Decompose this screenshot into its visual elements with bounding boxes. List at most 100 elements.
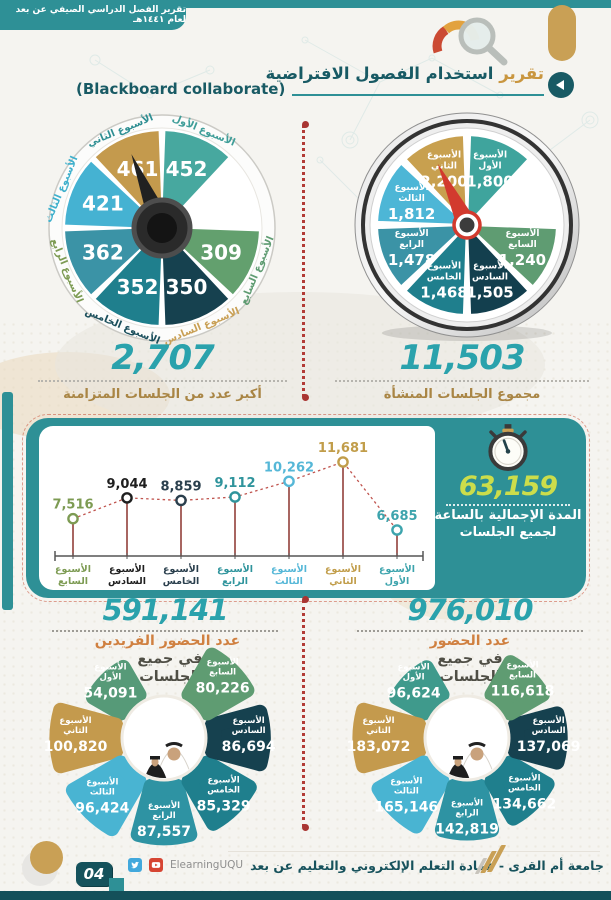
fan-label-week-2: الأسبوع — [362, 715, 394, 726]
bottom-bar — [0, 891, 611, 900]
lollipop-chart-hours: 7,516الأسبوعالسابع9,044الأسبوعالسادس8,85… — [52, 441, 424, 587]
x-label-2: الرابع — [222, 576, 248, 587]
fan-petal-week-2 — [49, 702, 124, 774]
x-label: الأسبوع — [163, 563, 199, 575]
gauge-label2-week-6: السادس — [472, 272, 508, 282]
value-label: 9,112 — [214, 476, 255, 491]
stat-concurrent-value: 2,707 — [111, 338, 215, 378]
gauge-label2-week-2: الثاني — [431, 162, 457, 172]
fan-center-circle — [120, 694, 208, 782]
fan-center-circle — [423, 694, 511, 782]
value-label: 10,262 — [264, 460, 314, 475]
x-label: الأسبوع — [379, 563, 415, 575]
gauge-label-week-1: الأسبوع — [473, 149, 507, 161]
fan-value-week-5: 85,329 — [197, 799, 251, 815]
stat-divider — [37, 379, 288, 382]
fan-petal-week-6 — [507, 706, 568, 770]
twitter-icon[interactable] — [128, 858, 142, 872]
wheel-value-week-5: 352 — [117, 275, 159, 299]
social-handle[interactable]: ElearningUQU — [170, 859, 244, 871]
fan-value-week-3: 165,146 — [374, 800, 438, 816]
fan-petal-week-7 — [484, 655, 550, 721]
gauge-label-week-7: الأسبوع — [505, 227, 539, 239]
hours-panel: 7,516 الأسبوع السابع 9,044 الأسبوع السادس 8,85… — [26, 418, 586, 598]
fan-label2-week-3: الثالث — [394, 787, 419, 797]
dotted-connector-top — [301, 121, 309, 401]
left-arrow-icon — [556, 80, 564, 90]
fan-value-week-6: 137,069 — [517, 739, 581, 755]
x-label-2: الثالث — [275, 576, 303, 587]
wheel-wedge-week-4 — [65, 229, 141, 295]
fan-value-week-5: 134,662 — [493, 796, 557, 812]
fan-petal-week-4 — [434, 778, 500, 841]
marker-week — [229, 491, 241, 503]
gauge-hub-center — [459, 217, 475, 233]
gauge-value-week-7: 1,240 — [499, 251, 546, 269]
fan-label-week-3: الأسبوع — [86, 777, 118, 788]
fan-chart-unique-attendance: الأسبوعالأول54,091الأسبوعالثاني100,820ال… — [44, 647, 276, 846]
female-face — [151, 757, 159, 767]
fan-label2-week-7: السابع — [509, 671, 536, 681]
gauge-label2-week-5: الخامس — [427, 272, 462, 282]
total-hours-value: 63,159 — [458, 471, 558, 502]
youtube-icon[interactable] — [149, 858, 163, 872]
fan-label-week-2: الأسبوع — [59, 715, 91, 726]
gauge-label2-week-1: الأول — [478, 160, 501, 172]
marker-week — [283, 475, 295, 488]
fan-label-week-6: الأسبوع — [532, 715, 564, 726]
value-label: 8,859 — [160, 479, 201, 494]
stat-total-line3: الجلسات — [439, 669, 501, 685]
title-arrow-badge — [548, 72, 574, 98]
fan-petal-week-5 — [181, 755, 257, 831]
stat-total-label: عدد الحضور — [429, 633, 511, 649]
fan-label2-week-3: الثالث — [90, 788, 115, 798]
fan-petal-week-4 — [130, 778, 198, 846]
stat-unique-value: 591,141 — [102, 593, 228, 627]
wheel-wedge-week-3 — [65, 161, 141, 227]
fan-petal-week-7 — [181, 647, 255, 721]
female-veil-band — [453, 756, 463, 760]
x-label: الأسبوع — [55, 563, 91, 575]
gold-slashes-decor — [474, 845, 518, 879]
fan-value-week-3: 96,424 — [75, 801, 129, 817]
fan-label-week-5: الأسبوع — [508, 772, 540, 783]
fan-label-week-4: الأسبوع — [451, 798, 483, 809]
wheel-wedge-week-6 — [163, 249, 229, 325]
page-title: تقرير استخدام الفصول الافتراضية — [265, 64, 544, 83]
total-hours-label-1: المدة الإجمالية بالساعة — [434, 508, 582, 524]
wheel-hub-center — [147, 213, 177, 243]
gauge-label-week-2: الأسبوع — [427, 149, 461, 161]
fan-petal-week-5 — [484, 755, 555, 826]
wheel-wedge-week-5 — [95, 249, 161, 325]
title-rest: استخدام الفصول الافتراضية — [265, 64, 500, 83]
gauge-label2-week-4: الرابع — [399, 240, 424, 250]
network-pattern — [89, 36, 599, 201]
male-face — [167, 747, 181, 761]
stat-concurrent-label: أكبر عدد من الجلسات المتزامنة — [63, 386, 262, 402]
fan-label2-week-7: السابع — [209, 667, 236, 677]
stat-created-label: مجموع الجلسات المنشأة — [383, 386, 541, 402]
gauge-value-week-3: 1,812 — [388, 205, 435, 223]
male-agal — [165, 742, 183, 748]
lollipop-chart-box: 7,516 الأسبوع السابع 9,044 الأسبوع السادس 8,85… — [39, 426, 435, 590]
badge-circle-gold — [30, 841, 63, 874]
stat-divider — [52, 630, 278, 632]
x-label-2: السابع — [58, 576, 88, 587]
page-number-badge: 04 — [76, 862, 112, 886]
fan-petal-week-6 — [204, 704, 271, 772]
fan-value-week-4: 87,557 — [137, 824, 191, 840]
fan-label-week-6: الأسبوع — [232, 715, 264, 726]
fan-chart-total-attendance: الأسبوعالأول96,624الأسبوعالثاني183,072ال… — [347, 655, 581, 841]
gauge-label2-week-7: السابع — [508, 240, 537, 250]
wheel-wedge-week-1 — [163, 131, 229, 207]
fan-label2-week-1: الأول — [403, 672, 425, 683]
x-label-2: الثاني — [329, 576, 356, 587]
wheel-value-week-6: 350 — [166, 275, 208, 299]
x-label-2: الأول — [385, 575, 409, 587]
fan-petal-week-1 — [85, 659, 147, 721]
fan-value-week-4: 142,819 — [435, 822, 499, 838]
dotted-connector-bottom — [301, 596, 309, 831]
fan-label2-week-4: الرابع — [152, 811, 175, 821]
gauge-value-week-4: 1,478 — [388, 251, 435, 269]
